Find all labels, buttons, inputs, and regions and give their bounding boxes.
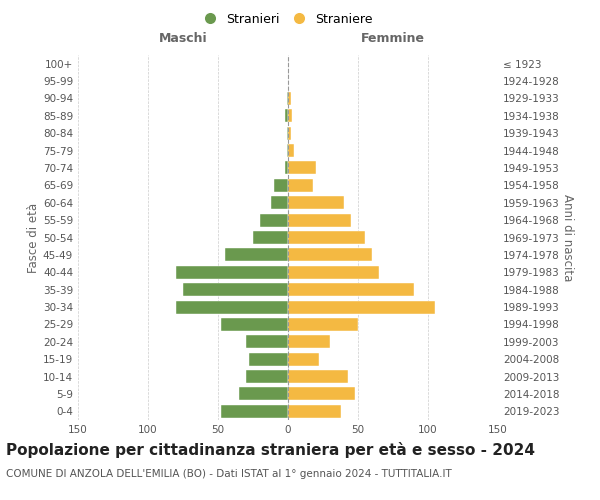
Bar bbox=[288, 300, 435, 314]
Bar bbox=[271, 196, 288, 209]
Bar bbox=[288, 283, 414, 296]
Bar bbox=[274, 179, 288, 192]
Bar bbox=[288, 248, 372, 262]
Bar bbox=[288, 214, 351, 226]
Bar bbox=[288, 92, 291, 105]
Bar bbox=[288, 352, 319, 366]
Bar bbox=[183, 283, 288, 296]
Bar bbox=[221, 318, 288, 331]
Bar bbox=[288, 126, 291, 140]
Bar bbox=[287, 126, 288, 140]
Bar bbox=[287, 144, 288, 157]
Bar bbox=[239, 388, 288, 400]
Bar bbox=[288, 388, 355, 400]
Bar bbox=[288, 144, 293, 157]
Bar bbox=[288, 231, 365, 244]
Bar bbox=[249, 352, 288, 366]
Bar bbox=[288, 196, 344, 209]
Bar bbox=[288, 110, 292, 122]
Text: Maschi: Maschi bbox=[158, 32, 208, 44]
Bar bbox=[246, 370, 288, 383]
Bar bbox=[288, 318, 358, 331]
Bar bbox=[285, 110, 288, 122]
Bar bbox=[288, 179, 313, 192]
Bar bbox=[260, 214, 288, 226]
Bar bbox=[288, 162, 316, 174]
Bar bbox=[288, 370, 348, 383]
Bar bbox=[288, 405, 341, 418]
Bar bbox=[225, 248, 288, 262]
Bar bbox=[288, 266, 379, 279]
Legend: Stranieri, Straniere: Stranieri, Straniere bbox=[199, 8, 377, 30]
Bar bbox=[285, 162, 288, 174]
Bar bbox=[176, 300, 288, 314]
Y-axis label: Anni di nascita: Anni di nascita bbox=[560, 194, 574, 281]
Y-axis label: Fasce di età: Fasce di età bbox=[27, 202, 40, 272]
Text: Popolazione per cittadinanza straniera per età e sesso - 2024: Popolazione per cittadinanza straniera p… bbox=[6, 442, 535, 458]
Bar bbox=[287, 92, 288, 105]
Bar bbox=[253, 231, 288, 244]
Text: COMUNE DI ANZOLA DELL'EMILIA (BO) - Dati ISTAT al 1° gennaio 2024 - TUTTITALIA.I: COMUNE DI ANZOLA DELL'EMILIA (BO) - Dati… bbox=[6, 469, 452, 479]
Text: Femmine: Femmine bbox=[361, 32, 425, 44]
Bar bbox=[288, 336, 330, 348]
Bar bbox=[246, 336, 288, 348]
Bar bbox=[221, 405, 288, 418]
Bar bbox=[176, 266, 288, 279]
